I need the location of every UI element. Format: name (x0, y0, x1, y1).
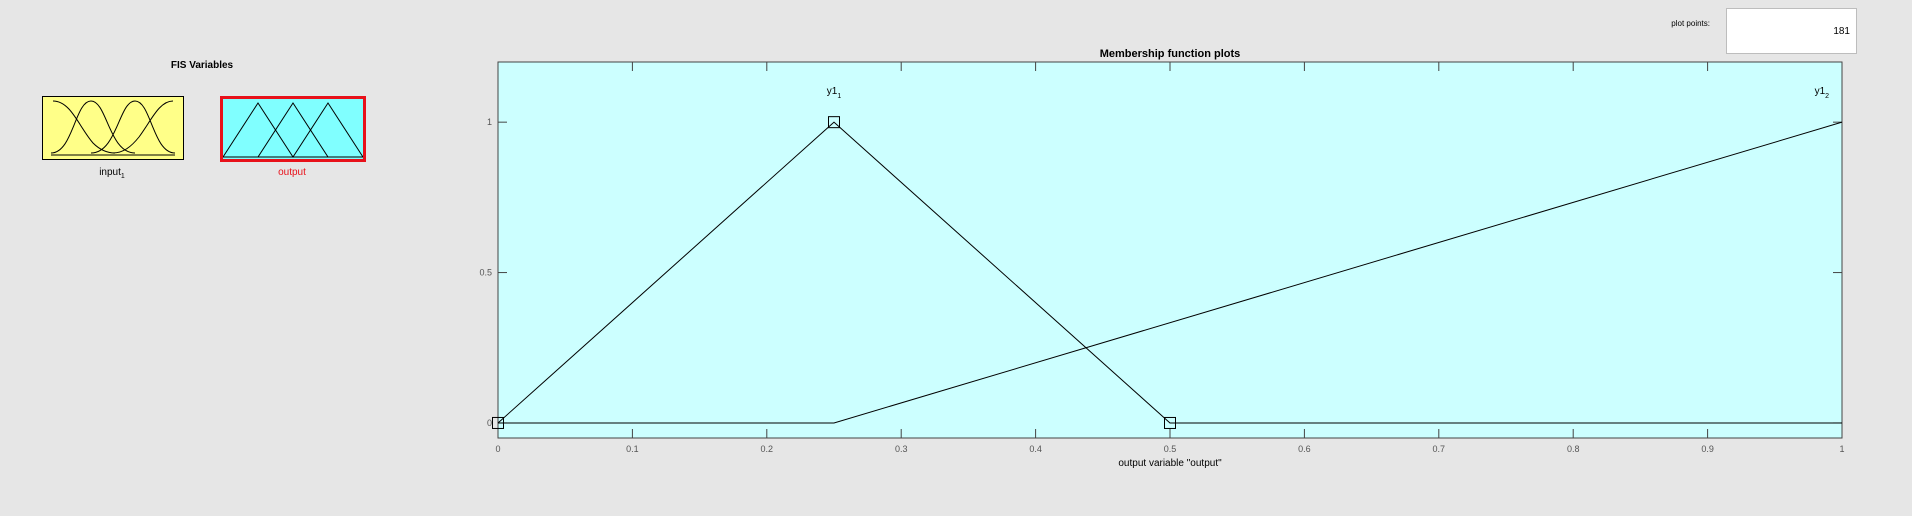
fis-variables-title: FIS Variables (170, 60, 234, 71)
plot-points-label: plot points: (1671, 19, 1710, 28)
plot-area (497, 61, 1843, 439)
x-tick-label: 0.4 (1029, 444, 1042, 454)
chart-title: Membership function plots (1099, 48, 1241, 60)
input-variable-label: input1 (99, 167, 125, 180)
mf-vertex-marker (1164, 416, 1176, 429)
output-variable-label: output (278, 167, 306, 178)
x-tick-label: 0.9 (1701, 444, 1714, 454)
y-tick-label: 0.5 (479, 268, 492, 278)
x-tick-label: 1 (1839, 444, 1844, 454)
x-tick-label: 0.8 (1567, 444, 1580, 454)
x-tick-label: 0.7 (1433, 444, 1446, 454)
x-tick-label: 0.3 (895, 444, 908, 454)
y-tick-label: 1 (487, 117, 492, 127)
x-tick-label: 0.5 (1164, 444, 1177, 454)
output-mf-thumbnail-icon (223, 102, 363, 158)
x-axis-label: output variable "output" (1118, 458, 1222, 469)
mf-line-y1-1 (497, 121, 1842, 424)
input-variable-box[interactable] (42, 96, 184, 160)
plot-points-input[interactable] (1726, 8, 1857, 54)
y-tick-label: 0 (487, 418, 492, 428)
mf-vertex-marker (828, 116, 840, 129)
x-tick-label: 0.2 (761, 444, 774, 454)
x-tick-label: 0.1 (626, 444, 639, 454)
output-variable-box[interactable] (220, 96, 366, 162)
input-mf-thumbnail-icon (50, 100, 176, 156)
x-tick-label: 0.6 (1298, 444, 1311, 454)
x-tick-label: 0 (495, 444, 500, 454)
mf-line-y1-2 (498, 121, 1843, 424)
